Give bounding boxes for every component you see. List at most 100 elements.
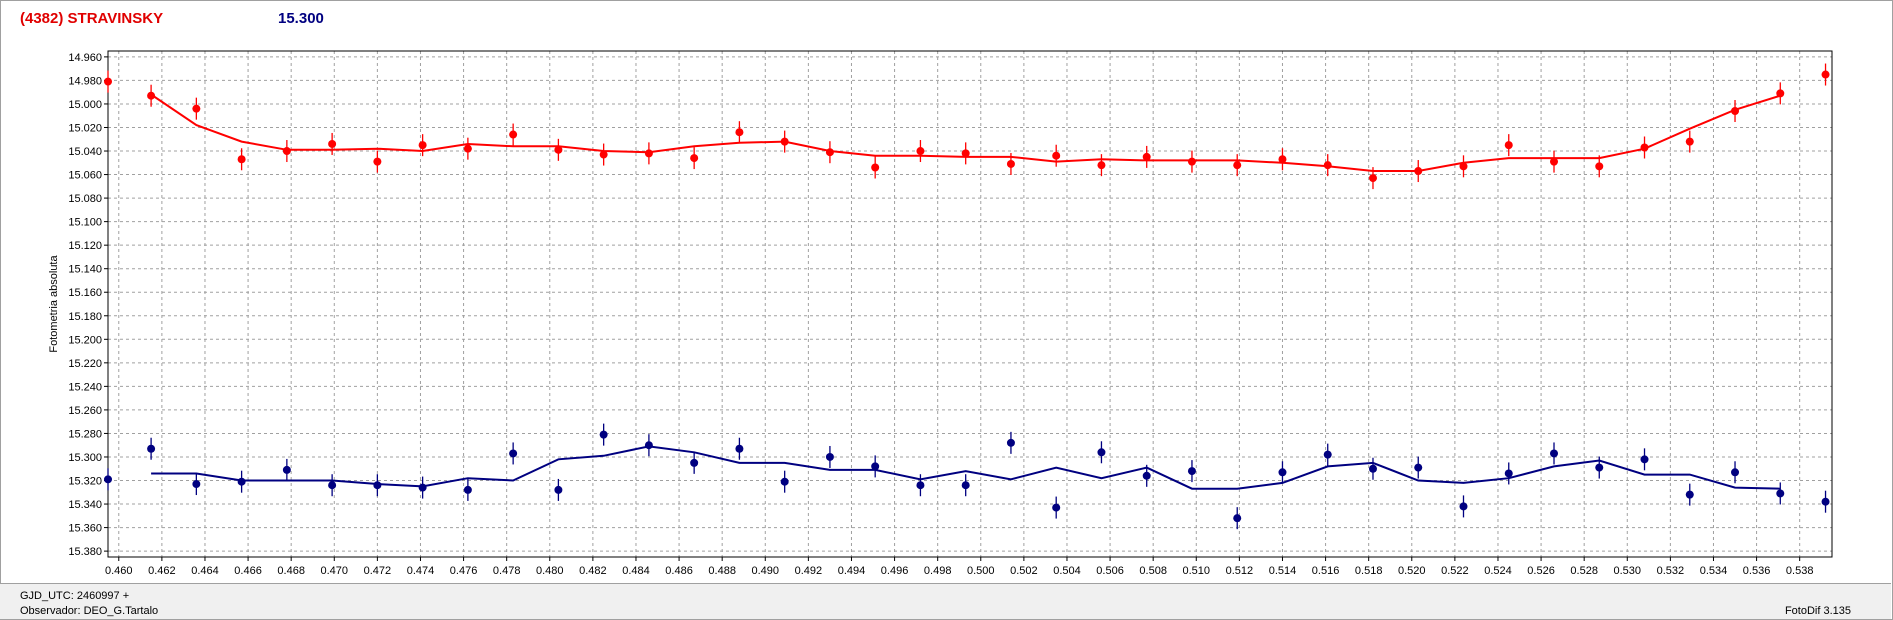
light-curve-chart: 14.960 14.980 15.000 15.020 15.040 15.060 15.0… — [48, 50, 1833, 577]
data-point — [192, 480, 201, 489]
data-point — [1550, 449, 1559, 458]
x-tick-label: 0.512 — [1226, 565, 1254, 577]
data-point — [1459, 502, 1468, 511]
x-tick-label: 0.508 — [1139, 565, 1167, 577]
x-tick-label: 0.536 — [1743, 565, 1771, 577]
x-tick-label: 0.468 — [277, 565, 305, 577]
data-point — [1459, 162, 1468, 171]
data-point — [1640, 455, 1649, 464]
x-tick-label: 0.462 — [148, 565, 176, 577]
data-point — [1821, 497, 1830, 506]
y-tick-label: 15.180 — [68, 311, 102, 323]
y-tick-label: 15.060 — [68, 170, 102, 182]
y-tick-label: 15.140 — [68, 264, 102, 276]
gjd-label: GJD_UTC: 2460997 + — [20, 590, 130, 602]
y-tick-label: 15.160 — [68, 287, 102, 299]
y-tick-label: 15.040 — [68, 146, 102, 158]
data-point — [1821, 70, 1830, 79]
data-point — [1414, 463, 1423, 472]
data-point — [690, 458, 699, 467]
x-tick-label: 0.460 — [105, 565, 133, 577]
data-point — [104, 475, 112, 484]
data-point — [237, 155, 246, 164]
data-point — [1233, 514, 1242, 523]
plot-area — [107, 50, 1833, 558]
y-tick-label: 15.380 — [68, 546, 102, 558]
data-point — [871, 163, 880, 172]
data-point — [1504, 141, 1513, 150]
data-point — [1278, 468, 1287, 477]
data-point — [1052, 151, 1061, 160]
series-0 — [104, 63, 1830, 190]
y-tick-label: 15.020 — [68, 122, 102, 134]
data-point — [825, 148, 834, 157]
x-tick-label: 0.500 — [967, 565, 995, 577]
data-point — [644, 149, 653, 158]
data-point — [599, 430, 608, 439]
data-point — [1550, 157, 1559, 166]
magnitude-label: 15.300 — [278, 10, 324, 27]
data-point — [1368, 464, 1377, 473]
data-point — [1052, 503, 1061, 512]
y-axis-label: Fotometria absoluta — [48, 255, 60, 353]
x-tick-label: 0.484 — [622, 565, 650, 577]
x-tick-label: 0.518 — [1355, 565, 1383, 577]
x-tick-label: 0.476 — [450, 565, 478, 577]
data-point — [373, 481, 382, 490]
x-tick-label: 0.466 — [234, 565, 262, 577]
y-tick-label: 15.120 — [68, 240, 102, 252]
data-point — [780, 477, 789, 486]
data-point — [1731, 468, 1740, 477]
data-point — [1142, 471, 1151, 480]
data-point — [147, 444, 156, 453]
x-tick-label: 0.528 — [1570, 565, 1598, 577]
data-point — [237, 477, 246, 486]
data-point — [961, 149, 970, 158]
data-point — [418, 141, 427, 150]
y-tick-label: 15.080 — [68, 193, 102, 205]
x-tick-label: 0.530 — [1614, 565, 1642, 577]
data-point — [825, 452, 834, 461]
data-point — [104, 77, 112, 86]
y-tick-label: 14.980 — [68, 75, 102, 87]
y-tick-label: 15.260 — [68, 405, 102, 417]
data-point — [282, 147, 291, 156]
y-tick-label: 15.300 — [68, 452, 102, 464]
y-tick-label: 15.360 — [68, 523, 102, 535]
x-tick-label: 0.478 — [493, 565, 521, 577]
y-tick-label: 14.960 — [68, 52, 102, 64]
data-point — [871, 462, 880, 471]
y-tick-label: 15.220 — [68, 358, 102, 370]
x-tick-label: 0.524 — [1484, 565, 1512, 577]
y-tick-label: 15.280 — [68, 428, 102, 440]
data-point — [509, 449, 518, 458]
x-tick-label: 0.480 — [536, 565, 564, 577]
data-point — [554, 145, 563, 154]
series-1 — [104, 423, 1830, 530]
data-point — [1187, 157, 1196, 166]
data-point — [192, 104, 201, 113]
data-point — [690, 154, 699, 163]
x-tick-label: 0.492 — [795, 565, 823, 577]
observer-label: Observador: DEO_G.Tartalo — [20, 605, 159, 617]
y-tick-label: 15.100 — [68, 217, 102, 229]
x-tick-label: 0.534 — [1700, 565, 1728, 577]
x-tick-label: 0.470 — [321, 565, 349, 577]
data-point — [509, 130, 518, 139]
x-tick-label: 0.526 — [1527, 565, 1555, 577]
x-tick-label: 0.472 — [364, 565, 392, 577]
data-point — [1776, 89, 1785, 98]
data-point — [1414, 167, 1423, 176]
data-point — [916, 481, 925, 490]
x-tick-label: 0.532 — [1657, 565, 1685, 577]
data-point — [735, 128, 744, 137]
data-point — [780, 137, 789, 146]
x-tick-label: 0.496 — [881, 565, 909, 577]
status-footer: GJD_UTC: 2460997 + Observador: DEO_G.Tar… — [0, 583, 1891, 619]
x-tick-label: 0.514 — [1269, 565, 1297, 577]
data-point — [328, 139, 337, 148]
data-point — [1233, 161, 1242, 170]
data-point — [373, 157, 382, 166]
data-point — [328, 481, 337, 490]
data-point — [1323, 450, 1332, 459]
